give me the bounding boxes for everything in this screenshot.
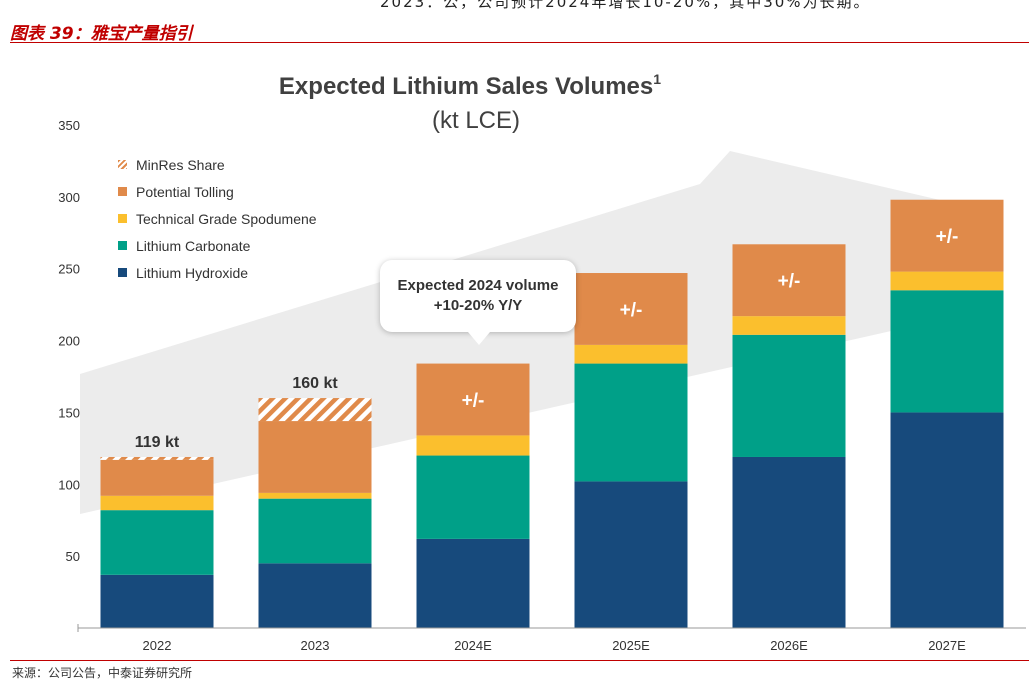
legend-swatch-hydroxide [118,268,127,277]
bar-range-label: +/- [936,227,959,248]
legend-item-spodumene: Technical Grade Spodumene [118,205,317,232]
bar-segment-hydroxide [416,538,530,628]
chart-subtitle: (kt LCE) [432,107,520,134]
legend-item-tolling: Potential Tolling [118,178,317,205]
bar-segment-hydroxide [574,481,688,628]
legend-item-carbonate: Lithium Carbonate [118,232,317,259]
bar-segment-spodumene [258,492,372,499]
bar-labels: 119 kt 160 kt +/- +/- +/- +/- [135,227,959,451]
bar-segment-carbonate [732,334,846,457]
cut-off-header-text: 2023：公，公司预计2024年增长10-20%，其中30%为长期。 [380,0,871,11]
bar-segment-carbonate [100,510,214,575]
y-tick-label: 150 [58,405,80,420]
bar-segment-tolling [258,421,372,493]
y-tick-label: 200 [58,334,80,349]
bar-segment-hydroxide [890,412,1004,628]
legend-item-minres: MinRes Share [118,151,317,178]
header-divider [10,42,1029,43]
bar-range-label: +/- [778,271,801,292]
bar-segment-spodumene [100,495,214,511]
legend-item-hydroxide: Lithium Hydroxide [118,259,317,286]
legend-swatch-carbonate [118,241,127,250]
callout-line-1: Expected 2024 volume [397,277,559,294]
bar-segment-hydroxide [732,456,846,628]
legend-label: MinRes Share [136,156,225,173]
bar-segment-carbonate [416,455,530,539]
bar-segment-carbonate [258,498,372,564]
source-note: 来源：公司公告，中泰证券研究所 [12,666,193,680]
legend-label: Technical Grade Spodumene [136,210,317,227]
y-tick-label: 50 [66,549,80,564]
y-tick-label: 300 [58,190,80,205]
bar-total-label: 119 kt [135,434,180,451]
bar-segment-tolling [732,244,846,317]
y-tick-label: 350 [58,118,80,133]
bar-segment-spodumene [890,271,1004,291]
callout-line-2: +10-20% Y/Y [433,297,523,314]
x-tick-label: 2026E [770,638,808,653]
legend-label: Potential Tolling [136,183,234,200]
bar-segment-hydroxide [100,574,214,628]
bar-segment-carbonate [890,290,1004,413]
bar-segment-carbonate [574,363,688,482]
y-axis: 50 100 150 200 250 300 350 [58,118,80,564]
footer-divider [10,660,1029,661]
bar-segment-hydroxide [258,563,372,628]
x-tick-label: 2024E [454,638,492,653]
x-tick-label: 2022 [143,638,172,653]
bar-segment-minres [258,398,372,422]
x-axis: 2022 2023 2024E 2025E 2026E 2027E [77,624,1026,653]
bar-segment-tolling [890,199,1004,272]
bar-segment-tolling [416,363,530,436]
legend-swatch-spodumene [118,214,127,223]
expected-volume-callout: Expected 2024 volume +10-20% Y/Y [380,260,576,345]
x-tick-label: 2023 [301,638,330,653]
x-tick-label: 2025E [612,638,650,653]
legend-label: Lithium Hydroxide [136,264,249,281]
bar-segment-spodumene [574,344,688,364]
chart-title: Expected Lithium Sales Volumes1 [279,71,661,100]
bar-segment-spodumene [732,316,846,335]
bar-segment-tolling [574,273,688,345]
chart-legend: MinRes Share Potential Tolling Technical… [118,151,317,286]
legend-swatch-minres [118,160,127,169]
y-tick-label: 100 [58,477,80,492]
bar-total-label: 160 kt [292,375,338,392]
legend-swatch-tolling [118,187,127,196]
bar-range-label: +/- [462,390,485,411]
bar-segment-minres [100,456,214,460]
bar-segment-tolling [100,459,214,496]
stacked-bar-chart: Expected Lithium Sales Volumes1 (kt LCE)… [58,71,1026,653]
chart-title-superscript: 1 [653,71,661,87]
legend-label: Lithium Carbonate [136,237,251,254]
figure-title: 图表 39：雅宝产量指引 [10,24,193,44]
bar-series [100,199,1004,628]
y-tick-label: 250 [58,262,80,277]
bar-segment-spodumene [416,435,530,456]
bar-range-label: +/- [620,300,643,321]
x-tick-label: 2027E [928,638,966,653]
